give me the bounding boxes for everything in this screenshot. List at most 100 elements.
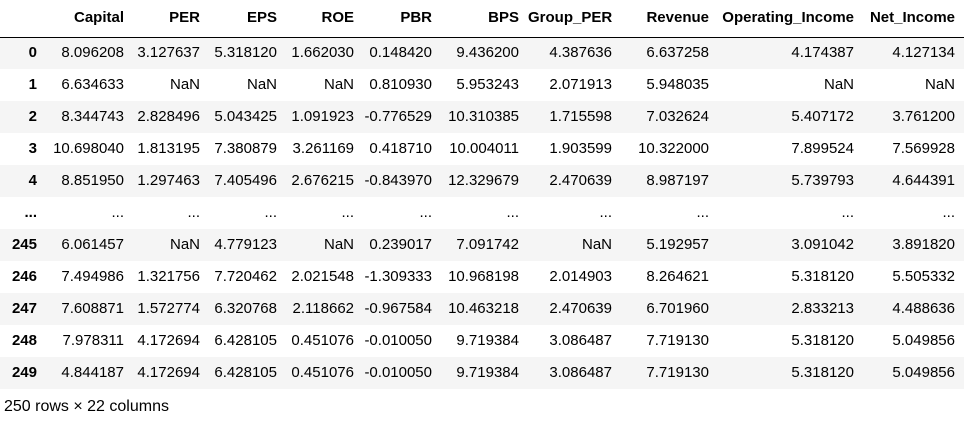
table-cell: 0.239017 [369, 235, 432, 253]
table-cell: 4.172694 [137, 363, 200, 381]
table-cell: 5.043425 [214, 107, 277, 125]
table-cell: 1.321756 [137, 267, 200, 285]
table-cell: 0.451076 [291, 331, 354, 349]
table-cell: 2.014903 [549, 267, 612, 285]
table-cell: NaN [823, 75, 854, 93]
row-index: ... [24, 203, 37, 221]
table-cell: 3.761200 [892, 107, 955, 125]
table-cell: 5.739793 [791, 171, 854, 189]
table-cell: 8.096208 [61, 44, 124, 61]
table-cell: 7.091742 [456, 235, 519, 253]
table-dimensions-label: 250 rows × 22 columns [4, 398, 169, 415]
table-cell: 1.903599 [549, 139, 612, 157]
table-cell: -0.776529 [364, 107, 432, 125]
table-cell: ... [942, 203, 955, 221]
row-index: 2 [28, 107, 37, 125]
column-header-bps: BPS [441, 0, 528, 38]
table-cell: ... [506, 203, 519, 221]
table-cell: 4.644391 [892, 171, 955, 189]
column-header-per: PER [133, 0, 209, 38]
table-cell: 10.004011 [449, 139, 519, 157]
column-header-roe: ROE [286, 0, 363, 38]
table-cell: 7.608871 [61, 299, 124, 317]
table-cell: 5.192957 [646, 235, 709, 253]
table-cell: 2.470639 [549, 299, 612, 317]
table-cell: 1.813195 [137, 139, 200, 157]
table-cell: 4.172694 [137, 331, 200, 349]
table-cell: NaN [169, 235, 200, 253]
column-header-revenue: Revenue [621, 0, 718, 38]
table-cell: ... [841, 203, 854, 221]
table-cell: 6.320768 [214, 299, 277, 317]
table-cell: 9.719384 [456, 363, 519, 381]
table-cell: 9.719384 [456, 331, 519, 349]
table-cell: ... [264, 203, 277, 221]
table-cell: 6.701960 [646, 299, 709, 317]
table-row: 246 7.494986 1.321756 7.720462 2.021548 -1.30… [0, 261, 964, 293]
table-cell: 7.032624 [646, 107, 709, 125]
table-cell: 4.127134 [892, 44, 955, 61]
table-cell: NaN [924, 75, 955, 93]
table-cell: -0.010050 [364, 331, 432, 349]
table-cell: 10.310385 [448, 107, 519, 125]
table-cell: ... [341, 203, 354, 221]
row-index: 4 [28, 171, 37, 189]
table-row: 248 7.978311 4.172694 6.428105 0.451076 -0.01… [0, 325, 964, 357]
table-row: ................................. [0, 197, 964, 229]
table-cell: 2.828496 [137, 107, 200, 125]
table-cell: 3.086487 [549, 363, 612, 381]
table-row: 3 10.698040 1.813195 7.380879 3.261169 0.4187… [0, 133, 964, 165]
table-cell: 3.086487 [549, 331, 612, 349]
table-cell: NaN [581, 235, 612, 253]
row-index: 248 [11, 331, 37, 349]
table-cell: 6.061457 [61, 235, 124, 253]
table-cell: 2.071913 [549, 75, 612, 93]
table-row: 2 8.344743 2.828496 5.043425 1.091923 -0.7765… [0, 101, 964, 133]
table-cell: 7.405496 [214, 171, 277, 189]
table-cell: ... [111, 203, 124, 221]
table-cell: 3.091042 [791, 235, 854, 253]
table-cell: 0.451076 [291, 363, 354, 381]
table-row: 245 6.061457 NaN 4.779123 NaN 0.239017 7.09174… [0, 229, 964, 261]
table-cell: NaN [323, 75, 354, 93]
table-cell: ... [696, 203, 709, 221]
table-cell: 3.127637 [137, 44, 200, 61]
table-cell: 0.148420 [369, 44, 432, 61]
table-cell: 5.318120 [791, 267, 854, 285]
table-cell: 2.470639 [549, 171, 612, 189]
table-cell: 4.844187 [61, 363, 124, 381]
table-cell: 3.891820 [892, 235, 955, 253]
column-header-net_income: Net_Income [863, 0, 964, 38]
table-cell: 7.978311 [62, 331, 124, 349]
table-row: 0 8.096208 3.127637 5.318120 1.662030 0.14842… [0, 37, 964, 69]
table-cell: 5.318120 [791, 363, 854, 381]
row-index: 246 [11, 267, 37, 285]
table-cell: 5.948035 [646, 75, 709, 93]
table-cell: 8.851950 [61, 171, 124, 189]
table-cell: 1.297463 [137, 171, 200, 189]
table-cell: 7.380879 [214, 139, 277, 157]
table-cell: 1.572774 [137, 299, 200, 317]
row-index: 247 [11, 299, 37, 317]
table-cell: 10.968198 [448, 267, 519, 285]
table-cell: 2.118662 [292, 299, 354, 317]
table-cell: 7.494986 [61, 267, 124, 285]
index-column-header [0, 0, 46, 38]
table-cell: 7.719130 [646, 363, 709, 381]
table-cell: 6.637258 [646, 44, 709, 61]
dataframe-table: Capital PER EPS ROE PBR BPS Group_PER Revenue Op… [0, 0, 964, 381]
row-index: 0 [28, 44, 37, 61]
column-header-operating_income: Operating_Income [718, 0, 863, 38]
table-cell: 6.428105 [214, 363, 277, 381]
column-header-group_per: Group_PER [528, 0, 621, 38]
table-cell: 2.833213 [791, 299, 854, 317]
table-cell: 4.174387 [791, 44, 854, 61]
table-cell: NaN [246, 75, 277, 93]
table-row: 247 7.608871 1.572774 6.320768 2.118662 -0.96… [0, 293, 964, 325]
table-cell: -0.010050 [364, 363, 432, 381]
table-cell: 10.698040 [53, 139, 124, 157]
table-cell: 2.021548 [291, 267, 354, 285]
table-cell: -1.309333 [364, 267, 432, 285]
row-index: 3 [28, 139, 37, 157]
